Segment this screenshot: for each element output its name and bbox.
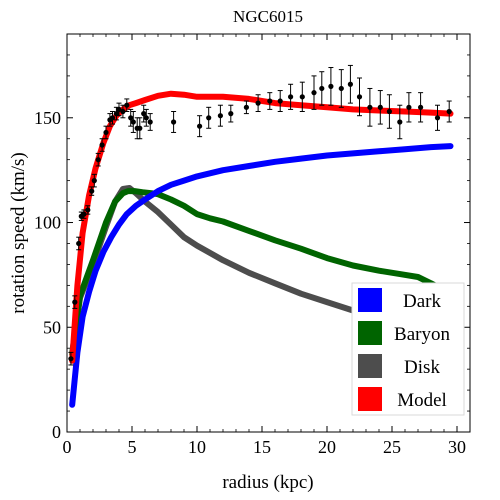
data-point — [255, 100, 261, 106]
data-point — [116, 106, 122, 113]
data-point — [99, 142, 105, 148]
data-point — [406, 104, 412, 110]
legend: Dark Baryon Disk Model — [351, 282, 465, 416]
data-point — [113, 111, 119, 117]
data-point — [328, 83, 334, 89]
y-tick-label-3: 150 — [34, 108, 61, 128]
curve-model — [69, 90, 454, 364]
data-point — [72, 299, 78, 305]
legend-label-disk: Disk — [404, 357, 440, 378]
data-point — [217, 113, 223, 119]
data-point — [109, 115, 116, 121]
data-point — [103, 129, 109, 136]
x-tick-label-0: 0 — [63, 437, 72, 457]
data-point — [356, 94, 363, 100]
y-tick-label-0: 0 — [52, 422, 61, 442]
legend-label-dark: Dark — [403, 291, 441, 312]
x-tick-label-1: 5 — [128, 437, 137, 457]
data-point — [311, 90, 317, 96]
legend-label-model: Model — [397, 390, 447, 411]
data-point — [137, 125, 143, 131]
data-point — [386, 108, 392, 115]
legend-swatch-baryon — [358, 321, 382, 345]
data-point — [147, 119, 153, 125]
data-point — [446, 108, 452, 115]
data-point — [120, 108, 126, 115]
x-tick-label-5: 25 — [383, 437, 401, 457]
data-point — [319, 85, 325, 92]
legend-swatch-model — [358, 387, 382, 411]
model-curves — [69, 90, 454, 408]
legend-swatch-dark — [358, 288, 382, 312]
x-axis-label: radius (kpc) — [222, 472, 313, 493]
data-point — [243, 104, 249, 110]
x-tick-label-3: 15 — [253, 437, 271, 457]
y-tick-label-1: 50 — [43, 317, 61, 337]
data-point — [89, 188, 95, 194]
x-tick-label-4: 20 — [318, 437, 336, 457]
data-point — [434, 115, 441, 121]
data-point — [81, 211, 87, 217]
data-point — [367, 104, 373, 110]
x-tick-label-2: 10 — [188, 437, 206, 457]
x-tick-label-6: 30 — [448, 437, 466, 457]
data-point — [85, 207, 91, 213]
data-point — [288, 94, 294, 100]
data-point — [418, 104, 424, 110]
chart-title: NGC6015 — [233, 7, 303, 26]
data-point — [95, 157, 101, 163]
curve-baryon — [69, 188, 454, 358]
data-point — [267, 98, 273, 104]
data-point — [197, 123, 203, 129]
data-point — [228, 111, 234, 117]
data-point — [338, 85, 344, 92]
data-point — [76, 240, 82, 247]
data-point — [91, 178, 97, 184]
data-point — [347, 81, 353, 87]
data-point — [143, 115, 149, 121]
plot-frame — [66, 33, 471, 433]
data-point — [377, 104, 383, 110]
data-point — [141, 111, 147, 117]
observed-data-points — [68, 64, 452, 366]
y-axis-label: rotation speed (km/s) — [8, 152, 29, 313]
curve-dark — [69, 143, 454, 408]
data-point — [397, 119, 403, 125]
data-point — [206, 115, 212, 121]
data-point — [124, 102, 130, 108]
legend-label-baryon: Baryon — [394, 324, 450, 345]
data-point — [130, 119, 136, 125]
data-point — [299, 94, 305, 100]
data-point — [68, 356, 74, 362]
y-tick-label-2: 100 — [34, 213, 61, 233]
legend-swatch-disk — [358, 354, 382, 378]
data-point — [171, 119, 177, 125]
data-point — [128, 115, 134, 121]
data-point — [277, 98, 283, 104]
axis-ticks: 0 5 10 15 20 25 30 0 50 100 150 — [34, 34, 470, 457]
